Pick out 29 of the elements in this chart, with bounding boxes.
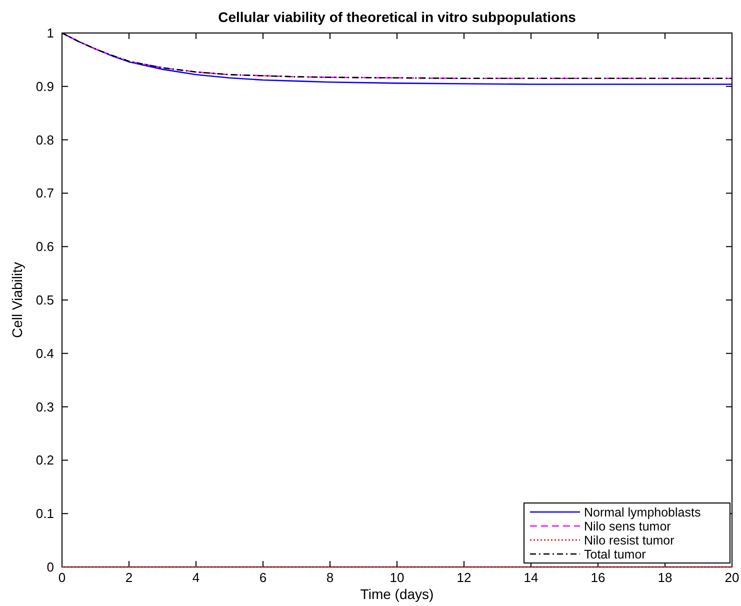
y-tick-label: 0.2 xyxy=(36,452,54,468)
y-tick-label: 0 xyxy=(46,560,54,574)
x-tick-label: 18 xyxy=(658,570,672,585)
x-tick-label: 12 xyxy=(456,570,472,585)
legend-label: Normal lymphoblasts xyxy=(584,506,701,520)
x-tick-label: 16 xyxy=(590,570,606,585)
x-axis-title: Time (days) xyxy=(360,586,434,602)
x-tick-label: 10 xyxy=(390,570,404,585)
y-tick-label: 0.9 xyxy=(36,78,54,94)
y-tick-label: 0.6 xyxy=(36,239,54,254)
x-tick-label: 20 xyxy=(724,570,740,585)
y-tick-label: 0.4 xyxy=(36,346,54,361)
x-tick-label: 0 xyxy=(58,570,66,585)
y-tick-label: 0.1 xyxy=(36,506,54,522)
chart-title: Cellular viability of theoretical in vitro subpopulations xyxy=(218,9,576,25)
x-tick-label: 8 xyxy=(326,570,334,585)
x-tick-label: 4 xyxy=(192,570,200,585)
y-tick-label: 0.3 xyxy=(36,399,54,414)
y-axis-title: Cell Viability xyxy=(9,262,25,338)
y-tick-label: 0.8 xyxy=(36,132,54,148)
y-tick-label: 0.5 xyxy=(36,292,54,308)
legend-label: Total tumor xyxy=(584,548,646,562)
y-tick-label: 0.7 xyxy=(36,186,54,201)
legend-label: Nilo resist tumor xyxy=(584,534,674,548)
x-tick-label: 6 xyxy=(259,570,267,585)
legend-label: Nilo sens tumor xyxy=(584,520,671,534)
x-tick-label: 2 xyxy=(125,570,133,585)
x-tick-label: 14 xyxy=(524,570,538,585)
y-tick-label: 1 xyxy=(46,26,54,40)
